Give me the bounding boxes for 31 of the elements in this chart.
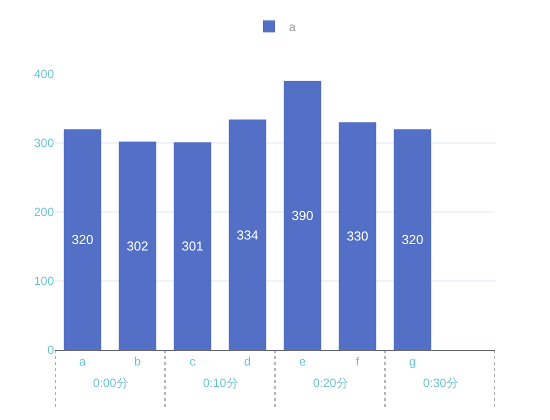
data-label: 334 bbox=[236, 227, 258, 242]
x-tick-label: a bbox=[79, 354, 86, 368]
text: 0:20分 bbox=[313, 376, 348, 390]
data-label: 320 bbox=[402, 232, 424, 248]
text: 0:30分 bbox=[423, 376, 458, 390]
legend-label: a bbox=[289, 20, 296, 34]
data-label: 302 bbox=[126, 238, 148, 254]
data-label: 390 bbox=[292, 208, 314, 223]
text: 0:10分 bbox=[203, 376, 238, 390]
bar bbox=[394, 129, 432, 350]
data-label: 330 bbox=[346, 228, 368, 244]
bar bbox=[284, 80, 322, 350]
x-tick-label: g bbox=[409, 354, 416, 368]
data-label: 320 bbox=[72, 232, 94, 248]
y-tick-label: 100 bbox=[34, 274, 54, 288]
x-tick-label: e bbox=[299, 354, 306, 368]
y-tick-label: 200 bbox=[34, 205, 54, 220]
x-tick-label: c bbox=[190, 354, 196, 368]
text: 0:00分 bbox=[93, 376, 128, 390]
bar bbox=[228, 120, 266, 350]
data-label: 301 bbox=[182, 238, 204, 254]
y-tick-label: 400 bbox=[34, 67, 54, 82]
x-tick-label: f bbox=[356, 354, 360, 368]
y-tick-label: 0 bbox=[47, 343, 54, 358]
x-tick-label: b bbox=[134, 354, 142, 368]
y-tick-label: 300 bbox=[34, 136, 54, 150]
bar bbox=[118, 142, 156, 350]
x-tick-label: d bbox=[244, 354, 251, 368]
bar bbox=[64, 129, 102, 350]
bar bbox=[338, 122, 376, 350]
bar bbox=[174, 142, 212, 350]
